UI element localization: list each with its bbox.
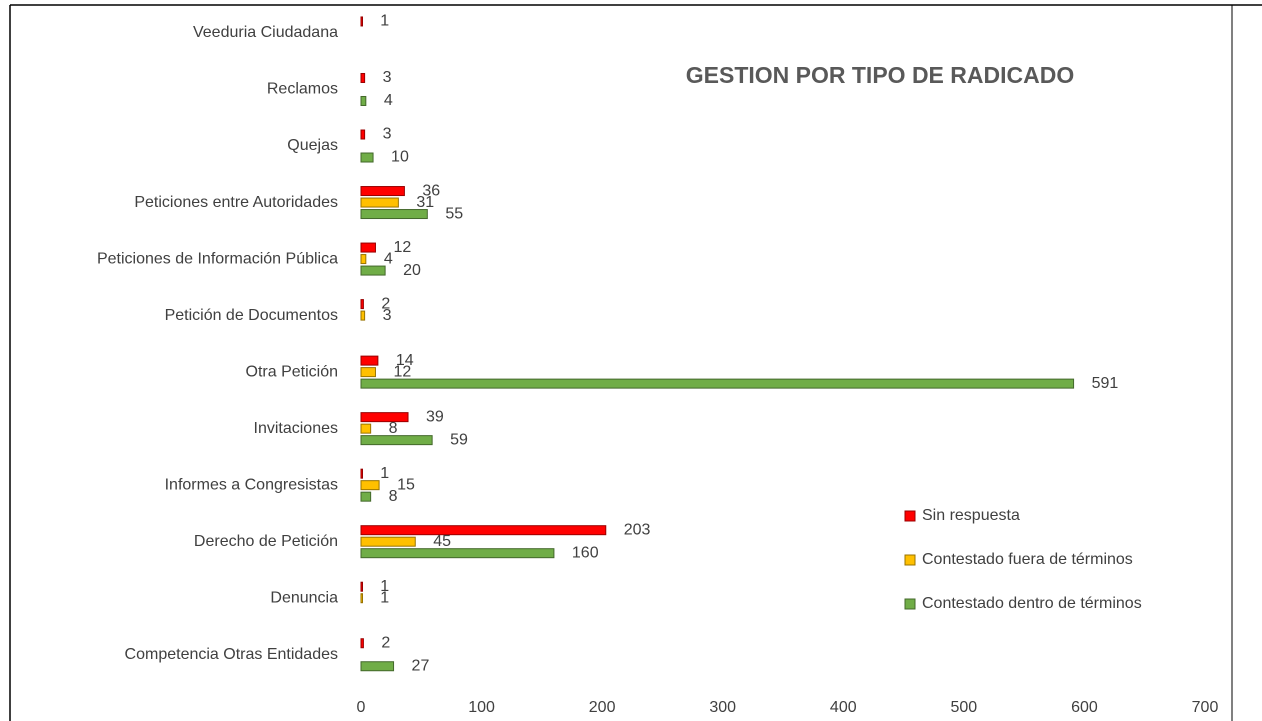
bar — [360, 299, 364, 310]
bar — [360, 491, 372, 502]
data-label: 20 — [403, 262, 421, 279]
data-label: 1 — [380, 589, 389, 606]
data-label: 1 — [380, 465, 389, 482]
bar — [360, 355, 379, 366]
y-tick-label: Peticiones entre Autoridades — [134, 194, 338, 211]
bar — [360, 423, 372, 434]
legend-label: Contestado fuera de términos — [922, 551, 1133, 568]
data-label: 8 — [389, 420, 398, 437]
chart-title: GESTION POR TIPO DE RADICADO — [686, 62, 1074, 88]
bar — [360, 435, 433, 446]
data-label: 3 — [383, 126, 392, 143]
data-label: 160 — [572, 544, 599, 561]
data-label: 39 — [426, 408, 444, 425]
bar — [360, 197, 399, 208]
bar — [360, 367, 376, 378]
y-tick-label: Veeduria Ciudadana — [193, 24, 338, 41]
data-label: 2 — [381, 295, 390, 312]
data-label: 10 — [391, 149, 409, 166]
y-tick-label: Petición de Documentos — [165, 307, 338, 324]
bar — [360, 310, 366, 321]
data-label: 2 — [381, 634, 390, 651]
data-label: 31 — [416, 194, 434, 211]
bar — [360, 242, 376, 253]
data-label: 45 — [433, 533, 451, 550]
x-tick-label: 400 — [830, 699, 857, 716]
x-tick-label: 500 — [951, 699, 978, 716]
y-tick-label: Invitaciones — [254, 420, 339, 437]
data-label: 27 — [412, 657, 430, 674]
legend-label: Sin respuesta — [922, 507, 1020, 524]
bar — [360, 593, 363, 604]
bar — [360, 16, 363, 27]
data-label: 3 — [383, 307, 392, 324]
bar — [360, 480, 380, 491]
bar — [360, 72, 366, 83]
data-label: 4 — [384, 250, 393, 267]
y-tick-label: Informes a Congresistas — [165, 476, 338, 493]
y-tick-label: Competencia Otras Entidades — [125, 646, 338, 663]
data-label: 12 — [393, 363, 411, 380]
y-tick-label: Derecho de Petición — [194, 533, 338, 550]
legend-swatch — [904, 510, 916, 522]
data-label: 1 — [380, 13, 389, 30]
bar — [360, 638, 364, 649]
legend-swatch — [904, 598, 916, 610]
bar — [360, 412, 409, 423]
data-label: 203 — [624, 521, 651, 538]
data-label: 55 — [445, 205, 463, 222]
bar — [360, 186, 405, 197]
bar — [360, 378, 1075, 389]
y-tick-label: Denuncia — [270, 589, 338, 606]
x-tick-label: 700 — [1192, 699, 1219, 716]
bar — [360, 525, 607, 536]
x-tick-label: 0 — [357, 699, 366, 716]
x-tick-label: 300 — [709, 699, 736, 716]
x-tick-label: 200 — [589, 699, 616, 716]
bar — [360, 95, 367, 106]
y-tick-label: Reclamos — [267, 81, 338, 98]
data-label: 8 — [389, 488, 398, 505]
data-label: 1 — [380, 578, 389, 595]
bar — [360, 581, 363, 592]
data-label: 12 — [393, 239, 411, 256]
data-label: 3 — [383, 69, 392, 86]
data-label: 14 — [396, 352, 414, 369]
bar — [360, 152, 374, 163]
bar — [360, 536, 416, 547]
y-tick-label: Otra Petición — [246, 363, 338, 380]
y-tick-label: Peticiones de Información Pública — [97, 250, 338, 267]
bar — [360, 265, 386, 276]
bar — [360, 254, 367, 265]
bar — [360, 548, 555, 559]
bar — [360, 661, 395, 672]
bar — [360, 129, 366, 140]
legend-label: Contestado dentro de términos — [922, 595, 1142, 612]
legend-swatch — [904, 554, 916, 566]
bar — [360, 468, 363, 479]
x-tick-label: 600 — [1071, 699, 1098, 716]
y-tick-label: Quejas — [287, 137, 338, 154]
data-label: 36 — [422, 182, 440, 199]
data-label: 591 — [1092, 375, 1119, 392]
data-label: 4 — [384, 92, 393, 109]
data-label: 59 — [450, 431, 468, 448]
x-tick-label: 100 — [468, 699, 495, 716]
bar — [360, 209, 428, 220]
data-label: 15 — [397, 476, 415, 493]
